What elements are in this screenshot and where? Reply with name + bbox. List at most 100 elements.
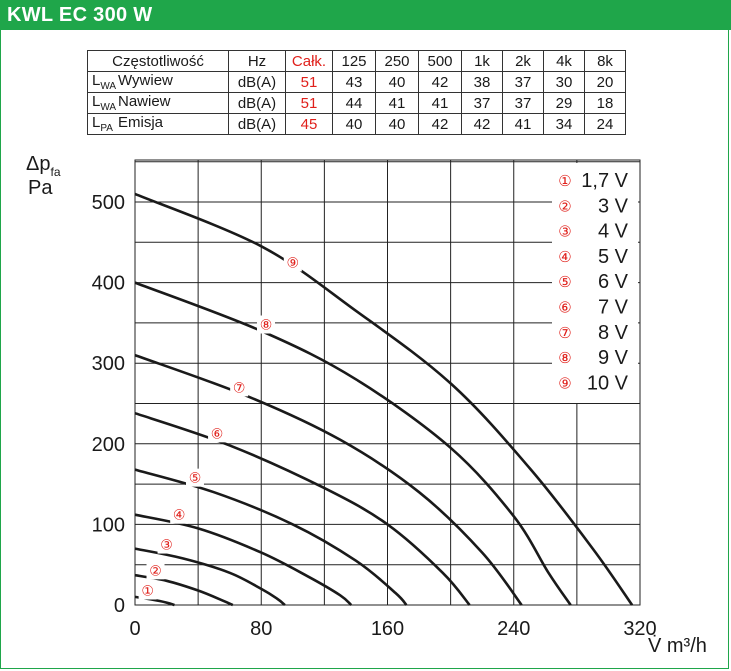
legend-entry: 1,7 V bbox=[581, 170, 628, 192]
y-tick-label: 500 bbox=[92, 192, 125, 214]
noise-table-header: Częstotliwość Hz Całk. 125 250 500 1k 2k… bbox=[87, 50, 626, 72]
page-title: KWL EC 300 W bbox=[7, 4, 153, 26]
curve-marker-label: ① bbox=[141, 582, 154, 598]
x-tick-label: 320 bbox=[623, 618, 656, 640]
curve-marker-bg bbox=[157, 535, 176, 554]
y-tick-label: 200 bbox=[92, 434, 125, 456]
fan-curve-line bbox=[134, 468, 408, 606]
curve-marker-label: ⑤ bbox=[189, 470, 202, 486]
legend-marker: ① bbox=[558, 173, 571, 190]
legend-entry: 10 V bbox=[587, 372, 629, 394]
y-tick-label: 100 bbox=[92, 514, 125, 536]
noise-table-row: LWA Nawiew dB(A) 51 44 41 41 37 37 29 18 bbox=[87, 92, 626, 114]
curve-marker-bg bbox=[283, 253, 302, 272]
legend-entry: 6 V bbox=[598, 271, 629, 293]
axis-ticks: 0 80 160 240 320 0 100 200 300 400 500 bbox=[92, 192, 657, 640]
level-symbol: LWA bbox=[92, 93, 117, 113]
x-tick-label: 160 bbox=[371, 618, 404, 640]
curve-marker-bg bbox=[138, 581, 157, 600]
row-value: 40 bbox=[375, 113, 419, 135]
legend-marker: ⑨ bbox=[558, 375, 571, 392]
header-band: 125 bbox=[332, 50, 376, 72]
title-bar: KWL EC 300 W bbox=[0, 0, 731, 30]
curve-marker-label: ⑧ bbox=[260, 317, 273, 333]
y-axis-label: Δpfa bbox=[26, 153, 61, 179]
row-name: Nawiew bbox=[118, 93, 171, 110]
y-tick-label: 0 bbox=[114, 595, 125, 617]
curve-marker-label: ⑨ bbox=[287, 254, 300, 270]
curve-marker-label: ⑥ bbox=[211, 425, 224, 441]
curve-marker: ① bbox=[138, 581, 157, 600]
y-axis-unit: Pa bbox=[28, 177, 53, 199]
row-value: 30 bbox=[543, 71, 585, 93]
fan-curve-line bbox=[134, 547, 286, 606]
legend-marker: ⑥ bbox=[558, 300, 571, 317]
legend-entry: 8 V bbox=[598, 322, 629, 344]
curve-marker-label: ③ bbox=[160, 537, 173, 553]
header-name: Częstotliwość bbox=[87, 50, 229, 72]
row-value: 44 bbox=[332, 92, 376, 114]
curve-marker: ⑦ bbox=[230, 378, 249, 397]
row-value: 41 bbox=[502, 113, 544, 135]
chart-legend: ① 1,7 V ② 3 V ③ 4 V ④ 5 V ⑤ 6 V ⑥ 7 V ⑦ 8 V ⑧ 9 V ⑨ 10 V bbox=[552, 163, 638, 403]
fan-curve-line bbox=[134, 411, 471, 606]
fan-curve-line bbox=[134, 192, 634, 606]
legend-entry: 3 V bbox=[598, 195, 629, 217]
header-band: 250 bbox=[375, 50, 419, 72]
header-band: 4k bbox=[543, 50, 585, 72]
curve-marker: ② bbox=[146, 561, 165, 580]
row-value: 42 bbox=[418, 113, 462, 135]
curve-marker: ④ bbox=[170, 505, 189, 524]
curve-marker-bg bbox=[208, 424, 227, 443]
row-label: LWA Nawiew bbox=[87, 92, 229, 114]
curve-markers: ① ② ③④ ⑤ ⑥ ⑦ ⑧ ⑨ bbox=[138, 253, 302, 600]
curve-marker: ⑨ bbox=[283, 253, 302, 272]
legend-marker: ⑦ bbox=[558, 325, 571, 342]
row-value: 42 bbox=[461, 113, 503, 135]
row-name: Wywiew bbox=[118, 72, 173, 89]
fan-curve-line bbox=[134, 353, 523, 606]
row-value: 42 bbox=[418, 71, 462, 93]
x-tick-label: 80 bbox=[250, 618, 272, 640]
row-name: Emisja bbox=[118, 114, 164, 131]
legend-marker: ⑧ bbox=[558, 350, 571, 367]
curve-marker-label: ② bbox=[149, 562, 162, 578]
header-band: 8k bbox=[584, 50, 626, 72]
curve-marker: ⑥ bbox=[208, 424, 227, 443]
legend-entry: 4 V bbox=[598, 221, 629, 243]
curve-marker-bg bbox=[146, 561, 165, 580]
legend-entry: 5 V bbox=[598, 246, 629, 268]
curve-marker-label: ⑦ bbox=[233, 379, 246, 395]
legend-background bbox=[552, 163, 638, 403]
curve-marker: ③ bbox=[157, 535, 176, 554]
legend-entry: 9 V bbox=[598, 347, 629, 369]
noise-table: Częstotliwość Hz Całk. 125 250 500 1k 2k… bbox=[87, 50, 626, 135]
curve-marker-bg bbox=[256, 315, 275, 334]
fan-curve-line bbox=[134, 281, 572, 606]
x-tick-label: 240 bbox=[497, 618, 530, 640]
noise-table-row: LWA Wywiew dB(A) 51 43 40 42 38 37 30 20 bbox=[87, 71, 626, 93]
curve-marker: ⑧ bbox=[256, 315, 275, 334]
row-value: 24 bbox=[584, 113, 626, 135]
row-total: 45 bbox=[285, 113, 333, 135]
legend-marker: ③ bbox=[558, 224, 571, 241]
noise-table-row: LPA Emisja dB(A) 45 40 40 42 42 41 34 24 bbox=[87, 113, 626, 135]
row-value: 40 bbox=[332, 113, 376, 135]
curve-marker-bg bbox=[185, 468, 204, 487]
y-tick-label: 300 bbox=[92, 353, 125, 375]
chart-curves bbox=[134, 192, 634, 607]
y-tick-label: 400 bbox=[92, 273, 125, 295]
legend-marker: ② bbox=[558, 198, 571, 215]
legend-marker: ⑤ bbox=[558, 274, 571, 291]
level-symbol: LPA bbox=[92, 114, 113, 134]
curve-marker: ⑤ bbox=[185, 468, 204, 487]
legend-entry: 7 V bbox=[598, 297, 629, 319]
legend-marker: ④ bbox=[558, 249, 571, 266]
curve-marker-label: ④ bbox=[173, 507, 186, 523]
curve-marker-bg bbox=[230, 378, 249, 397]
curve-marker-bg bbox=[170, 505, 189, 524]
level-symbol: LWA bbox=[92, 72, 117, 92]
x-axis-label: V̇ m³/h bbox=[648, 635, 707, 657]
fan-curve-line bbox=[134, 513, 353, 606]
